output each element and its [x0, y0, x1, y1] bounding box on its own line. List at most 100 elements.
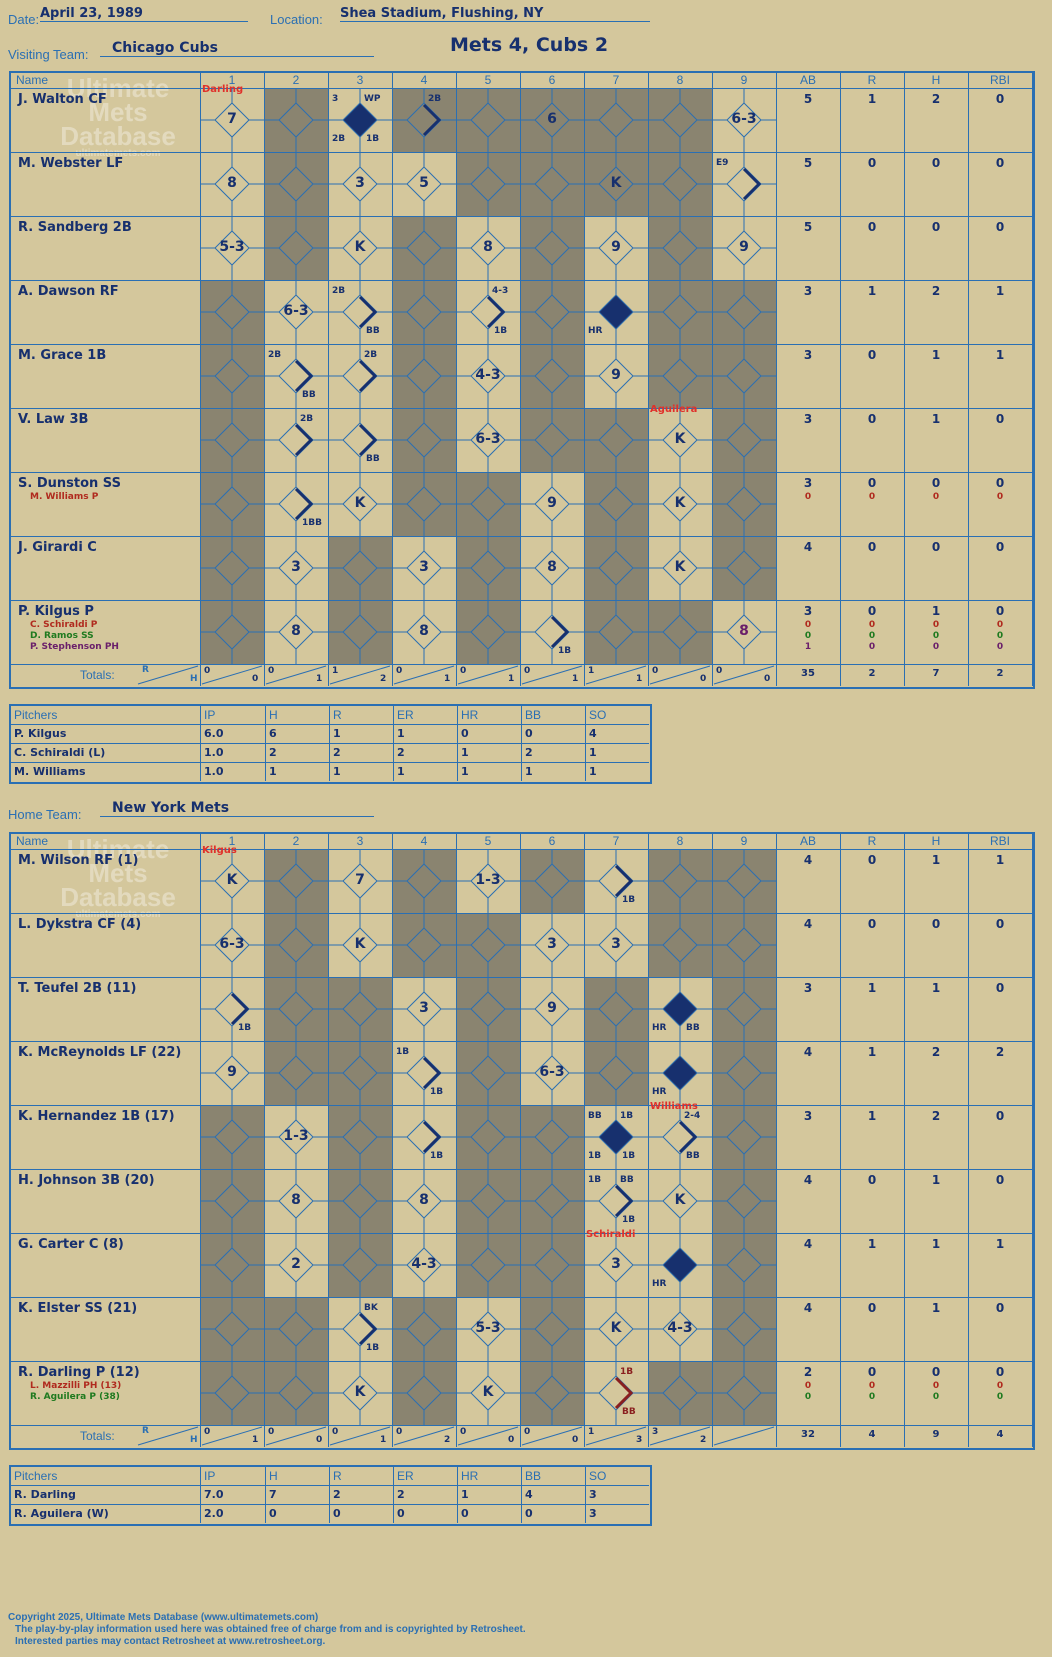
batter-stat-ab: 4 — [803, 1045, 813, 1059]
inning-runs: 0 — [396, 666, 403, 676]
batter-stat-ab: 3 — [803, 981, 813, 995]
play-result: 8 — [483, 239, 493, 255]
pitcher-stat: 1.0 — [204, 765, 224, 778]
inning-runs: 0 — [460, 666, 467, 676]
col-divider — [1032, 72, 1033, 686]
pitcher-stat: 0 — [525, 727, 533, 740]
totals-r-label: R — [142, 1426, 149, 1436]
play-result: K — [674, 1192, 686, 1208]
inning-runs: 0 — [204, 1427, 211, 1437]
substitute-stat-h: 0 — [932, 631, 940, 641]
batter-stat-rbi: 1 — [995, 348, 1005, 362]
pitcher-col-header: Pitchers — [14, 708, 58, 722]
totals-label: Totals: — [80, 1429, 115, 1443]
pitcher-stat: 2 — [397, 1488, 405, 1501]
play-annotation: BB — [686, 1151, 700, 1161]
batter-stat-h: 1 — [931, 412, 941, 426]
totals-diagonal — [585, 665, 647, 685]
batter-stat-r: 1 — [867, 284, 877, 298]
play-result: 7 — [355, 872, 365, 888]
inning-header: 4 — [420, 73, 428, 87]
basepath-line — [230, 992, 250, 1026]
batter-name: K. Elster SS (21) — [18, 1301, 138, 1316]
pitcher-stat: 3 — [589, 1488, 597, 1501]
batter-stat-ab: 4 — [803, 1237, 813, 1251]
col-divider — [264, 833, 265, 1447]
row-divider — [10, 280, 1032, 281]
play-result: K — [482, 1384, 494, 1400]
batter-name: A. Dawson RF — [18, 284, 119, 299]
pitcher-change-note: Kilgus — [202, 845, 237, 856]
totals-label: Totals: — [80, 668, 115, 682]
batter-name: P. Kilgus P — [18, 604, 94, 619]
play-annotation: BB — [302, 390, 316, 400]
inning-runs: 1 — [588, 1427, 595, 1437]
visiting-team-label: Visiting Team: — [8, 47, 89, 62]
play-annotation: 1B — [430, 1087, 444, 1097]
pitcher-stat: 2.0 — [204, 1507, 224, 1520]
play-result: 9 — [611, 367, 621, 383]
col-divider — [200, 72, 201, 686]
batter-stat-r: 0 — [867, 917, 877, 931]
inning-runs: 0 — [204, 666, 211, 676]
play-annotation: 1B — [588, 1151, 602, 1161]
pitcher-stat: 2 — [397, 746, 405, 759]
batter-name: H. Johnson 3B (20) — [18, 1173, 155, 1188]
basepath-line — [294, 359, 314, 393]
pitcher-stat: 2 — [333, 746, 341, 759]
batter-stat-h: 1 — [931, 1301, 941, 1315]
row-divider — [10, 1233, 1032, 1234]
play-annotation: 1B — [622, 1151, 636, 1161]
inning-header: 3 — [356, 73, 364, 87]
play-result: K — [226, 872, 238, 888]
batter-stat-h: 0 — [931, 917, 941, 931]
pitcher-stat: 6.0 — [204, 727, 224, 740]
pitcher-col-header: HR — [461, 1469, 479, 1483]
play-result: 3 — [291, 559, 301, 575]
visiting-team-name: Chicago Cubs — [100, 40, 374, 57]
game-date: April 23, 1989 — [40, 6, 248, 22]
batter-stat-r: 0 — [867, 604, 877, 618]
col-divider — [200, 705, 201, 781]
substitute-stat-ab: 0 — [804, 1381, 812, 1391]
batter-stat-h: 0 — [931, 476, 941, 490]
inning-runs: 0 — [396, 1427, 403, 1437]
substitute-stat-rbi: 0 — [996, 492, 1004, 502]
col-divider — [393, 1466, 394, 1523]
batter-stat-h: 1 — [931, 1173, 941, 1187]
inning-runs: 0 — [268, 1427, 275, 1437]
batter-name: M. Grace 1B — [18, 348, 107, 363]
pitcher-stat: 0 — [461, 1507, 469, 1520]
play-annotation: 1B — [366, 1343, 380, 1353]
row-divider — [10, 1105, 1032, 1106]
total-stat-r: 2 — [868, 668, 876, 679]
pitcher-change-note: Aguilera — [650, 404, 698, 415]
substitute-stat-r: 0 — [868, 620, 876, 630]
batter-stat-rbi: 0 — [995, 540, 1005, 554]
col-divider — [265, 705, 266, 781]
batter-stat-ab: 4 — [803, 540, 813, 554]
batter-stat-ab: 3 — [803, 412, 813, 426]
basepath-line — [550, 615, 570, 649]
batter-stat-ab: 5 — [803, 156, 813, 170]
col-divider — [457, 705, 458, 781]
pitcher-stat: 1 — [461, 746, 469, 759]
play-result: 6-3 — [475, 431, 501, 447]
batter-name: K. McReynolds LF (22) — [18, 1045, 182, 1060]
play-result: 4-3 — [411, 1256, 437, 1272]
play-result: 3 — [547, 936, 557, 952]
basepath-line — [614, 1376, 634, 1410]
pitcher-stat: 0 — [269, 1507, 277, 1520]
col-divider — [968, 72, 969, 686]
batter-name: M. Webster LF — [18, 156, 124, 171]
total-stat-ab: 32 — [801, 1429, 815, 1440]
play-annotation: 2-4 — [684, 1111, 701, 1121]
row-divider — [10, 408, 1032, 409]
pitcher-name: R. Darling — [14, 1488, 76, 1501]
pitcher-col-header: ER — [397, 1469, 414, 1483]
stat-header: H — [931, 73, 941, 87]
batter-stat-rbi: 2 — [995, 1045, 1005, 1059]
batter-stat-ab: 3 — [803, 476, 813, 490]
pitcher-name: R. Aguilera (W) — [14, 1507, 109, 1520]
batter-stat-ab: 3 — [803, 284, 813, 298]
